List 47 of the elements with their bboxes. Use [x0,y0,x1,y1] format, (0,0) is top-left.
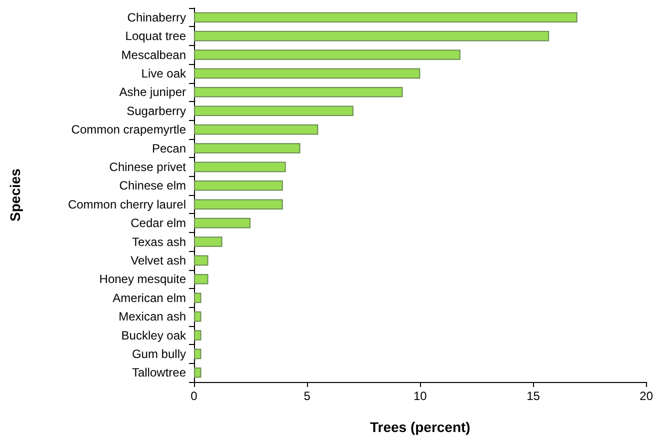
y-tick-label: Velvet ash [130,253,186,268]
y-tick-label: Chinese elm [119,178,186,193]
y-tick-label: Ashe juniper [119,85,186,100]
y-tick-label: Texas ash [132,234,186,249]
bar [194,218,251,228]
bar [194,255,208,266]
y-tick-label: Pecan [152,141,186,156]
bar [194,12,578,22]
bar [194,87,403,98]
bar [194,311,202,322]
x-tick-label: 0 [190,389,198,403]
y-tick-label: Common crapemyrtle [71,122,186,137]
y-tick-label: Sugarberry [126,104,186,118]
bar [194,162,286,172]
bar [194,68,420,79]
bar [194,199,283,210]
bar [194,50,460,60]
bar [194,292,202,303]
bar [194,30,550,42]
y-tick-label: Buckley oak [121,328,187,342]
x-axis-title: Trees (percent) [370,419,470,435]
y-tick-label: Chinese privet [109,160,187,174]
y-tick-label: Cedar elm [130,216,186,230]
y-axis-title: Species [7,168,23,222]
y-tick-label: Live oak [141,66,187,80]
bar [194,106,354,116]
x-tick-label: 10 [413,389,428,403]
y-tick-label: American elm [112,290,186,305]
bar [194,143,300,154]
bar [194,274,208,284]
y-tick-label: Common cherry laurel [68,197,186,212]
y-tick-label: Loquat tree [125,29,186,44]
y-tick-label: Tallowtree [132,366,186,380]
y-tick-label: Mexican ash [118,310,186,324]
y-tick-label: Mescalbean [121,48,186,62]
bar [194,236,222,247]
y-tick-label: Honey mesquite [99,272,186,286]
bar [194,180,283,191]
bar [194,368,202,378]
bar [194,124,318,135]
x-tick-label: 20 [640,389,654,403]
y-tick-label: Gum bully [132,346,186,361]
y-tick-label: Chinaberry [127,10,186,24]
x-tick-label: 5 [304,389,311,403]
bar [194,348,202,360]
x-tick-label: 15 [526,389,540,403]
bar [194,330,202,340]
